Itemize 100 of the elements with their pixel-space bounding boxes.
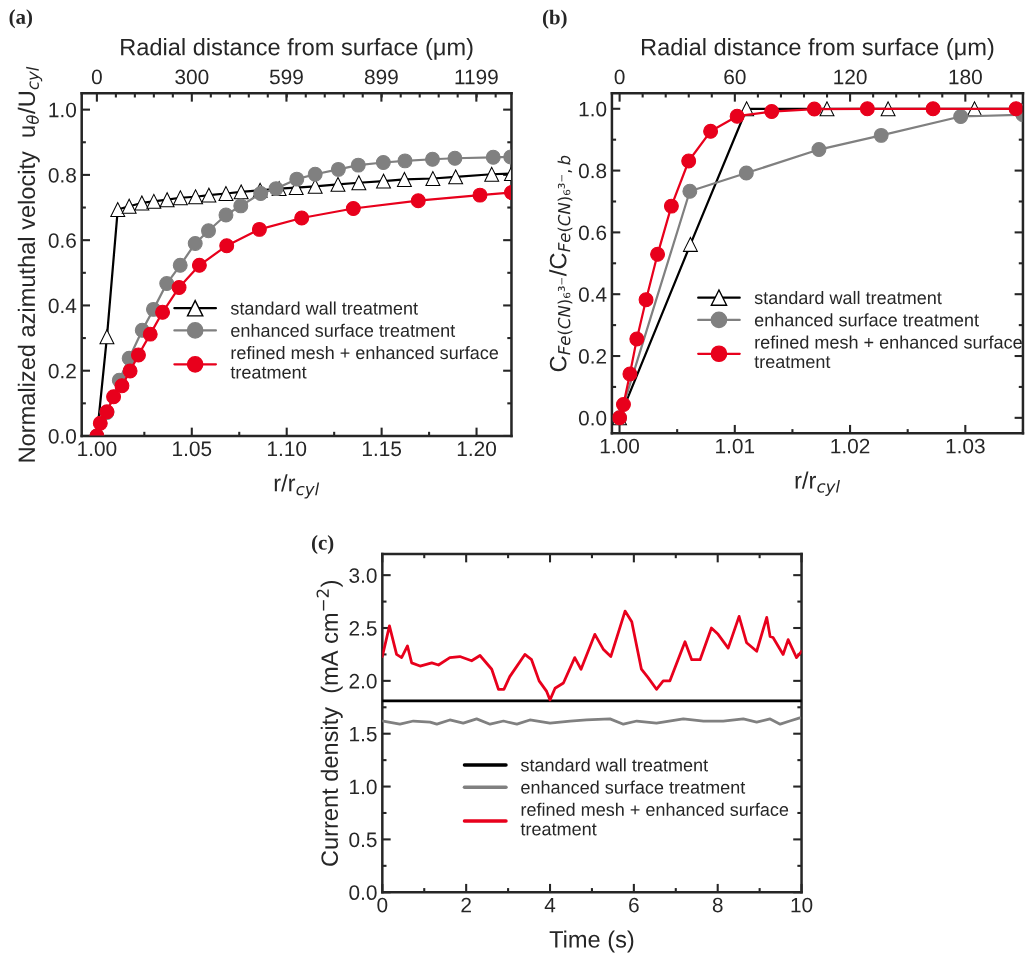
legend-label: refined mesh + enhanced surface treatment [230, 345, 499, 379]
y-tick-label: 0.6 [578, 225, 607, 241]
point [650, 246, 666, 262]
point [375, 155, 391, 170]
x-tick-label: 1.00 [600, 438, 639, 454]
y-tick-label: 0.2 [578, 349, 607, 364]
point [191, 257, 207, 273]
chart-title: (b) [542, 9, 567, 29]
point [811, 142, 827, 158]
point [629, 331, 645, 347]
x-axis-title: r/r$_{cyl}$ [274, 474, 320, 499]
y-tick-label: 2.0 [349, 673, 377, 689]
point [110, 202, 126, 217]
x2-tick-label: 120 [834, 69, 867, 85]
y-tick-label: 0.0 [48, 428, 77, 444]
y-axis-title: Current density (mA cm$^{−2}$) [316, 580, 343, 866]
y-axis-title: Normalized azimuthal velocity u$_{θ}$/U$_{cyl}$ [17, 66, 43, 462]
x2-tick-label: 0 [614, 69, 625, 85]
point [425, 151, 440, 167]
y-tick-label: 1.0 [350, 779, 377, 795]
x-tick-label: 0 [377, 897, 388, 913]
point [376, 173, 391, 189]
point [638, 292, 654, 308]
y-tick-label: 0.5 [349, 832, 377, 848]
point [106, 389, 122, 405]
y-tick-label: 0.0 [578, 410, 607, 426]
point [188, 189, 204, 205]
y-tick-label: 2.5 [349, 621, 377, 636]
legend-label: standard wall treatment [230, 301, 418, 315]
x2-tick-label: 180 [949, 69, 982, 85]
point [233, 184, 249, 200]
x-tick-label: 6 [629, 897, 639, 913]
y-tick-label: 0.8 [578, 163, 607, 179]
y-tick-label: 1.0 [49, 102, 77, 118]
point [251, 221, 267, 237]
x2-axis-title: Radial distance from surface (μm) [121, 38, 473, 61]
point [859, 101, 875, 117]
point [130, 347, 146, 363]
legend-label: standard wall treatment [520, 758, 708, 772]
point [350, 157, 366, 173]
point [615, 397, 631, 413]
point [289, 171, 305, 187]
point [142, 326, 158, 342]
point [485, 149, 501, 165]
point [146, 193, 162, 209]
point [764, 104, 780, 120]
point [330, 161, 346, 177]
x-tick-label: 1.20 [457, 441, 497, 457]
x-tick-label: 1.00 [78, 441, 117, 457]
point [682, 236, 698, 252]
y-tick-label: 0.6 [48, 233, 76, 248]
legend-label: refined mesh + enhanced surface treatment [520, 802, 789, 836]
y-tick-label: 0.4 [48, 298, 77, 314]
point [171, 280, 187, 295]
x-axis-title: Time (s) [549, 930, 634, 953]
x2-tick-label: 599 [269, 69, 303, 85]
x-tick-label: 1.10 [268, 441, 307, 457]
x-tick-label: 1.02 [831, 438, 870, 454]
chart-title: (c) [311, 535, 334, 555]
x-tick-label: 8 [712, 897, 723, 913]
point [729, 108, 745, 124]
x2-tick-label: 899 [364, 69, 398, 85]
point [253, 186, 269, 201]
y-tick-label: 1.0 [579, 101, 607, 117]
y-tick-label: 3.0 [349, 568, 377, 583]
x2-tick-label: 60 [724, 69, 746, 85]
point [218, 186, 234, 201]
y-tick-label: 0.2 [48, 363, 76, 379]
line-series [382, 609, 802, 702]
point [703, 123, 719, 139]
y-tick-label: 0.0 [349, 885, 377, 901]
line-series [382, 716, 802, 726]
point [159, 192, 175, 208]
point [114, 378, 130, 394]
point [806, 101, 822, 117]
point [99, 329, 115, 345]
point [121, 198, 137, 214]
legend-label: refined mesh + enhanced surface treatment [754, 335, 1022, 369]
point [345, 201, 361, 216]
point [425, 171, 441, 186]
point [218, 207, 234, 223]
point [172, 257, 188, 273]
point [873, 127, 889, 143]
y-tick-label: 0.4 [578, 287, 607, 302]
point [201, 223, 216, 239]
point [351, 175, 367, 191]
point [294, 210, 310, 226]
point [410, 193, 426, 209]
point [663, 198, 679, 214]
point [187, 235, 203, 251]
point [1008, 101, 1023, 117]
y-axis-title: C$_{Fe(CN)₆³⁻}$/C$_{Fe(CN)₆³⁻,b}$ [549, 155, 573, 372]
y-tick-label: 0.8 [48, 167, 76, 183]
x-tick-label: 1.05 [173, 441, 212, 457]
x-tick-label: 1.03 [946, 438, 985, 454]
x2-tick-label: 300 [175, 69, 209, 85]
point [925, 101, 941, 117]
point [159, 276, 175, 292]
x-tick-label: 10 [791, 897, 813, 913]
point [448, 169, 464, 185]
